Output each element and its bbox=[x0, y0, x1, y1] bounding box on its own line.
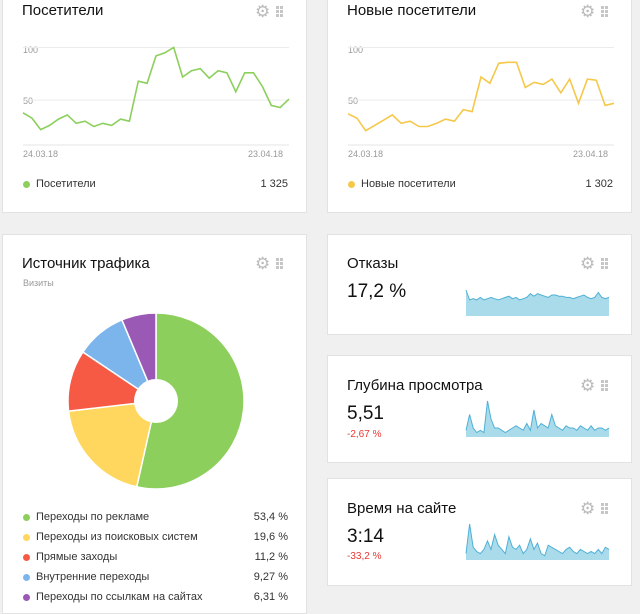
y-tick-50: 50 bbox=[348, 96, 359, 106]
legend-dot bbox=[23, 573, 30, 581]
legend-label: Внутренние переходы bbox=[36, 571, 150, 583]
widget-title: Новые посетители bbox=[347, 2, 477, 19]
legend-item[interactable]: Новые посетители bbox=[348, 178, 456, 190]
sparkline-area bbox=[466, 290, 609, 316]
drag-handle-icon[interactable] bbox=[276, 257, 284, 270]
legend-value: 11,2 % bbox=[254, 551, 288, 563]
drag-handle-icon[interactable] bbox=[601, 502, 609, 515]
legend-label: Прямые заходы bbox=[36, 551, 118, 563]
metric-value: 5,51 bbox=[347, 403, 384, 424]
sparkline-line bbox=[465, 289, 610, 301]
widget-controls: ⚙ bbox=[580, 2, 609, 21]
widget-controls: ⚙ bbox=[580, 376, 609, 395]
widget-title: Глубина просмотра bbox=[347, 377, 483, 394]
bounce-sparkline bbox=[465, 289, 610, 316]
visitors-widget: Посетители ⚙ 100 50 24.03.18 23.04.18 По… bbox=[2, 0, 307, 213]
y-tick-50: 50 bbox=[23, 96, 34, 106]
time-on-site-widget: Время на сайте ⚙ 3:14 -33,2 % bbox=[327, 478, 632, 586]
date-start: 24.03.18 bbox=[348, 149, 384, 159]
legend-item[interactable]: Переходы по рекламе bbox=[23, 511, 149, 523]
legend-item[interactable]: Прямые заходы bbox=[23, 551, 117, 563]
series-line bbox=[347, 61, 615, 132]
gear-icon[interactable]: ⚙ bbox=[255, 254, 271, 273]
sparkline-line bbox=[465, 400, 610, 434]
legend-dot bbox=[23, 533, 30, 541]
gear-icon[interactable]: ⚙ bbox=[580, 254, 596, 273]
gear-icon[interactable]: ⚙ bbox=[580, 376, 596, 395]
date-end: 23.04.18 bbox=[248, 149, 284, 159]
new-visitors-widget: Новые посетители ⚙ 100 50 24.03.18 23.04… bbox=[327, 0, 632, 213]
sparkline-line bbox=[465, 523, 610, 557]
pie-slice[interactable] bbox=[120, 312, 157, 402]
drag-handle-icon[interactable] bbox=[276, 5, 284, 18]
drag-handle-icon[interactable] bbox=[601, 379, 609, 392]
widget-title: Посетители bbox=[22, 2, 104, 19]
date-end: 23.04.18 bbox=[573, 149, 609, 159]
gear-icon[interactable]: ⚙ bbox=[580, 2, 596, 21]
legend-label: Переходы из поисковых систем bbox=[36, 531, 198, 543]
legend-label: Посетители bbox=[36, 178, 96, 190]
depth-sparkline bbox=[465, 400, 610, 437]
metric-value: 3:14 bbox=[347, 526, 384, 547]
gear-icon[interactable]: ⚙ bbox=[580, 499, 596, 518]
traffic-pie-chart bbox=[67, 312, 245, 490]
metric-delta: -2,67 % bbox=[347, 429, 382, 440]
legend-value: 1 325 bbox=[260, 178, 288, 190]
traffic-source-widget: Источник трафика Визиты ⚙ Переходы по ре… bbox=[2, 234, 307, 614]
legend-dot bbox=[23, 593, 30, 601]
pie-slice[interactable] bbox=[135, 312, 245, 490]
drag-handle-icon[interactable] bbox=[601, 5, 609, 18]
metric-delta: -33,2 % bbox=[347, 551, 382, 562]
legend-value: 53,4 % bbox=[253, 511, 288, 523]
time-sparkline bbox=[465, 523, 610, 560]
legend-value: 9,27 % bbox=[253, 571, 288, 583]
legend-value: 1 302 bbox=[585, 178, 613, 190]
metric-value: 17,2 % bbox=[347, 281, 407, 302]
legend-label: Новые посетители bbox=[361, 178, 456, 190]
legend-value: 19,6 % bbox=[253, 531, 288, 543]
pie-slice[interactable] bbox=[67, 400, 157, 488]
legend-item[interactable]: Внутренние переходы bbox=[23, 571, 149, 583]
legend-label: Переходы по ссылкам на сайтах bbox=[36, 591, 203, 603]
legend-label: Переходы по рекламе bbox=[36, 511, 150, 523]
gear-icon[interactable]: ⚙ bbox=[255, 2, 271, 21]
legend-item[interactable]: Переходы по ссылкам на сайтах bbox=[23, 591, 202, 603]
bounce-widget: Отказы ⚙ 17,2 % bbox=[327, 234, 632, 335]
legend-dot bbox=[348, 180, 355, 188]
widget-controls: ⚙ bbox=[580, 254, 609, 273]
pie-center-hole bbox=[134, 379, 178, 423]
new-visitors-line-chart bbox=[347, 47, 615, 146]
y-tick-100: 100 bbox=[348, 45, 364, 55]
widget-controls: ⚙ bbox=[580, 499, 609, 518]
legend-dot bbox=[23, 553, 30, 561]
date-start: 24.03.18 bbox=[23, 149, 59, 159]
widget-title: Источник трафика bbox=[22, 255, 150, 272]
series-line bbox=[22, 46, 290, 131]
legend-value: 6,31 % bbox=[253, 591, 288, 603]
sparkline-area bbox=[466, 401, 609, 437]
widget-controls: ⚙ bbox=[255, 254, 284, 273]
page-depth-widget: Глубина просмотра ⚙ 5,51 -2,67 % bbox=[327, 355, 632, 463]
widget-subtitle: Визиты bbox=[23, 278, 54, 288]
drag-handle-icon[interactable] bbox=[601, 257, 609, 270]
sparkline-area bbox=[466, 524, 609, 560]
legend-dot bbox=[23, 513, 30, 521]
legend-dot bbox=[23, 180, 30, 188]
visitors-line-chart bbox=[22, 46, 290, 146]
widget-title: Время на сайте bbox=[347, 500, 457, 517]
widget-title: Отказы bbox=[347, 255, 399, 272]
y-tick-100: 100 bbox=[23, 45, 39, 55]
legend-item[interactable]: Посетители bbox=[23, 178, 96, 190]
legend-item[interactable]: Переходы из поисковых систем bbox=[23, 531, 198, 543]
widget-controls: ⚙ bbox=[255, 2, 284, 21]
